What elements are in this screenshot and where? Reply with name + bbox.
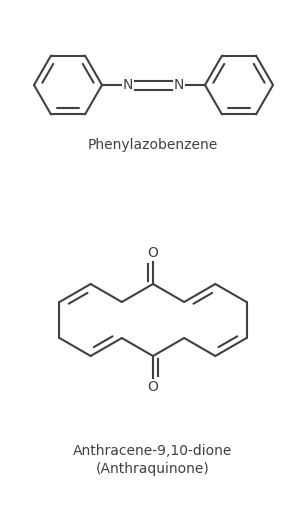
Text: Anthracene-9,10-dione
(Anthraquinone): Anthracene-9,10-dione (Anthraquinone)	[73, 444, 233, 476]
Text: N: N	[123, 78, 133, 92]
Text: O: O	[148, 246, 158, 260]
Text: N: N	[174, 78, 184, 92]
Text: O: O	[148, 380, 158, 394]
Text: Phenylazobenzene: Phenylazobenzene	[88, 138, 218, 152]
